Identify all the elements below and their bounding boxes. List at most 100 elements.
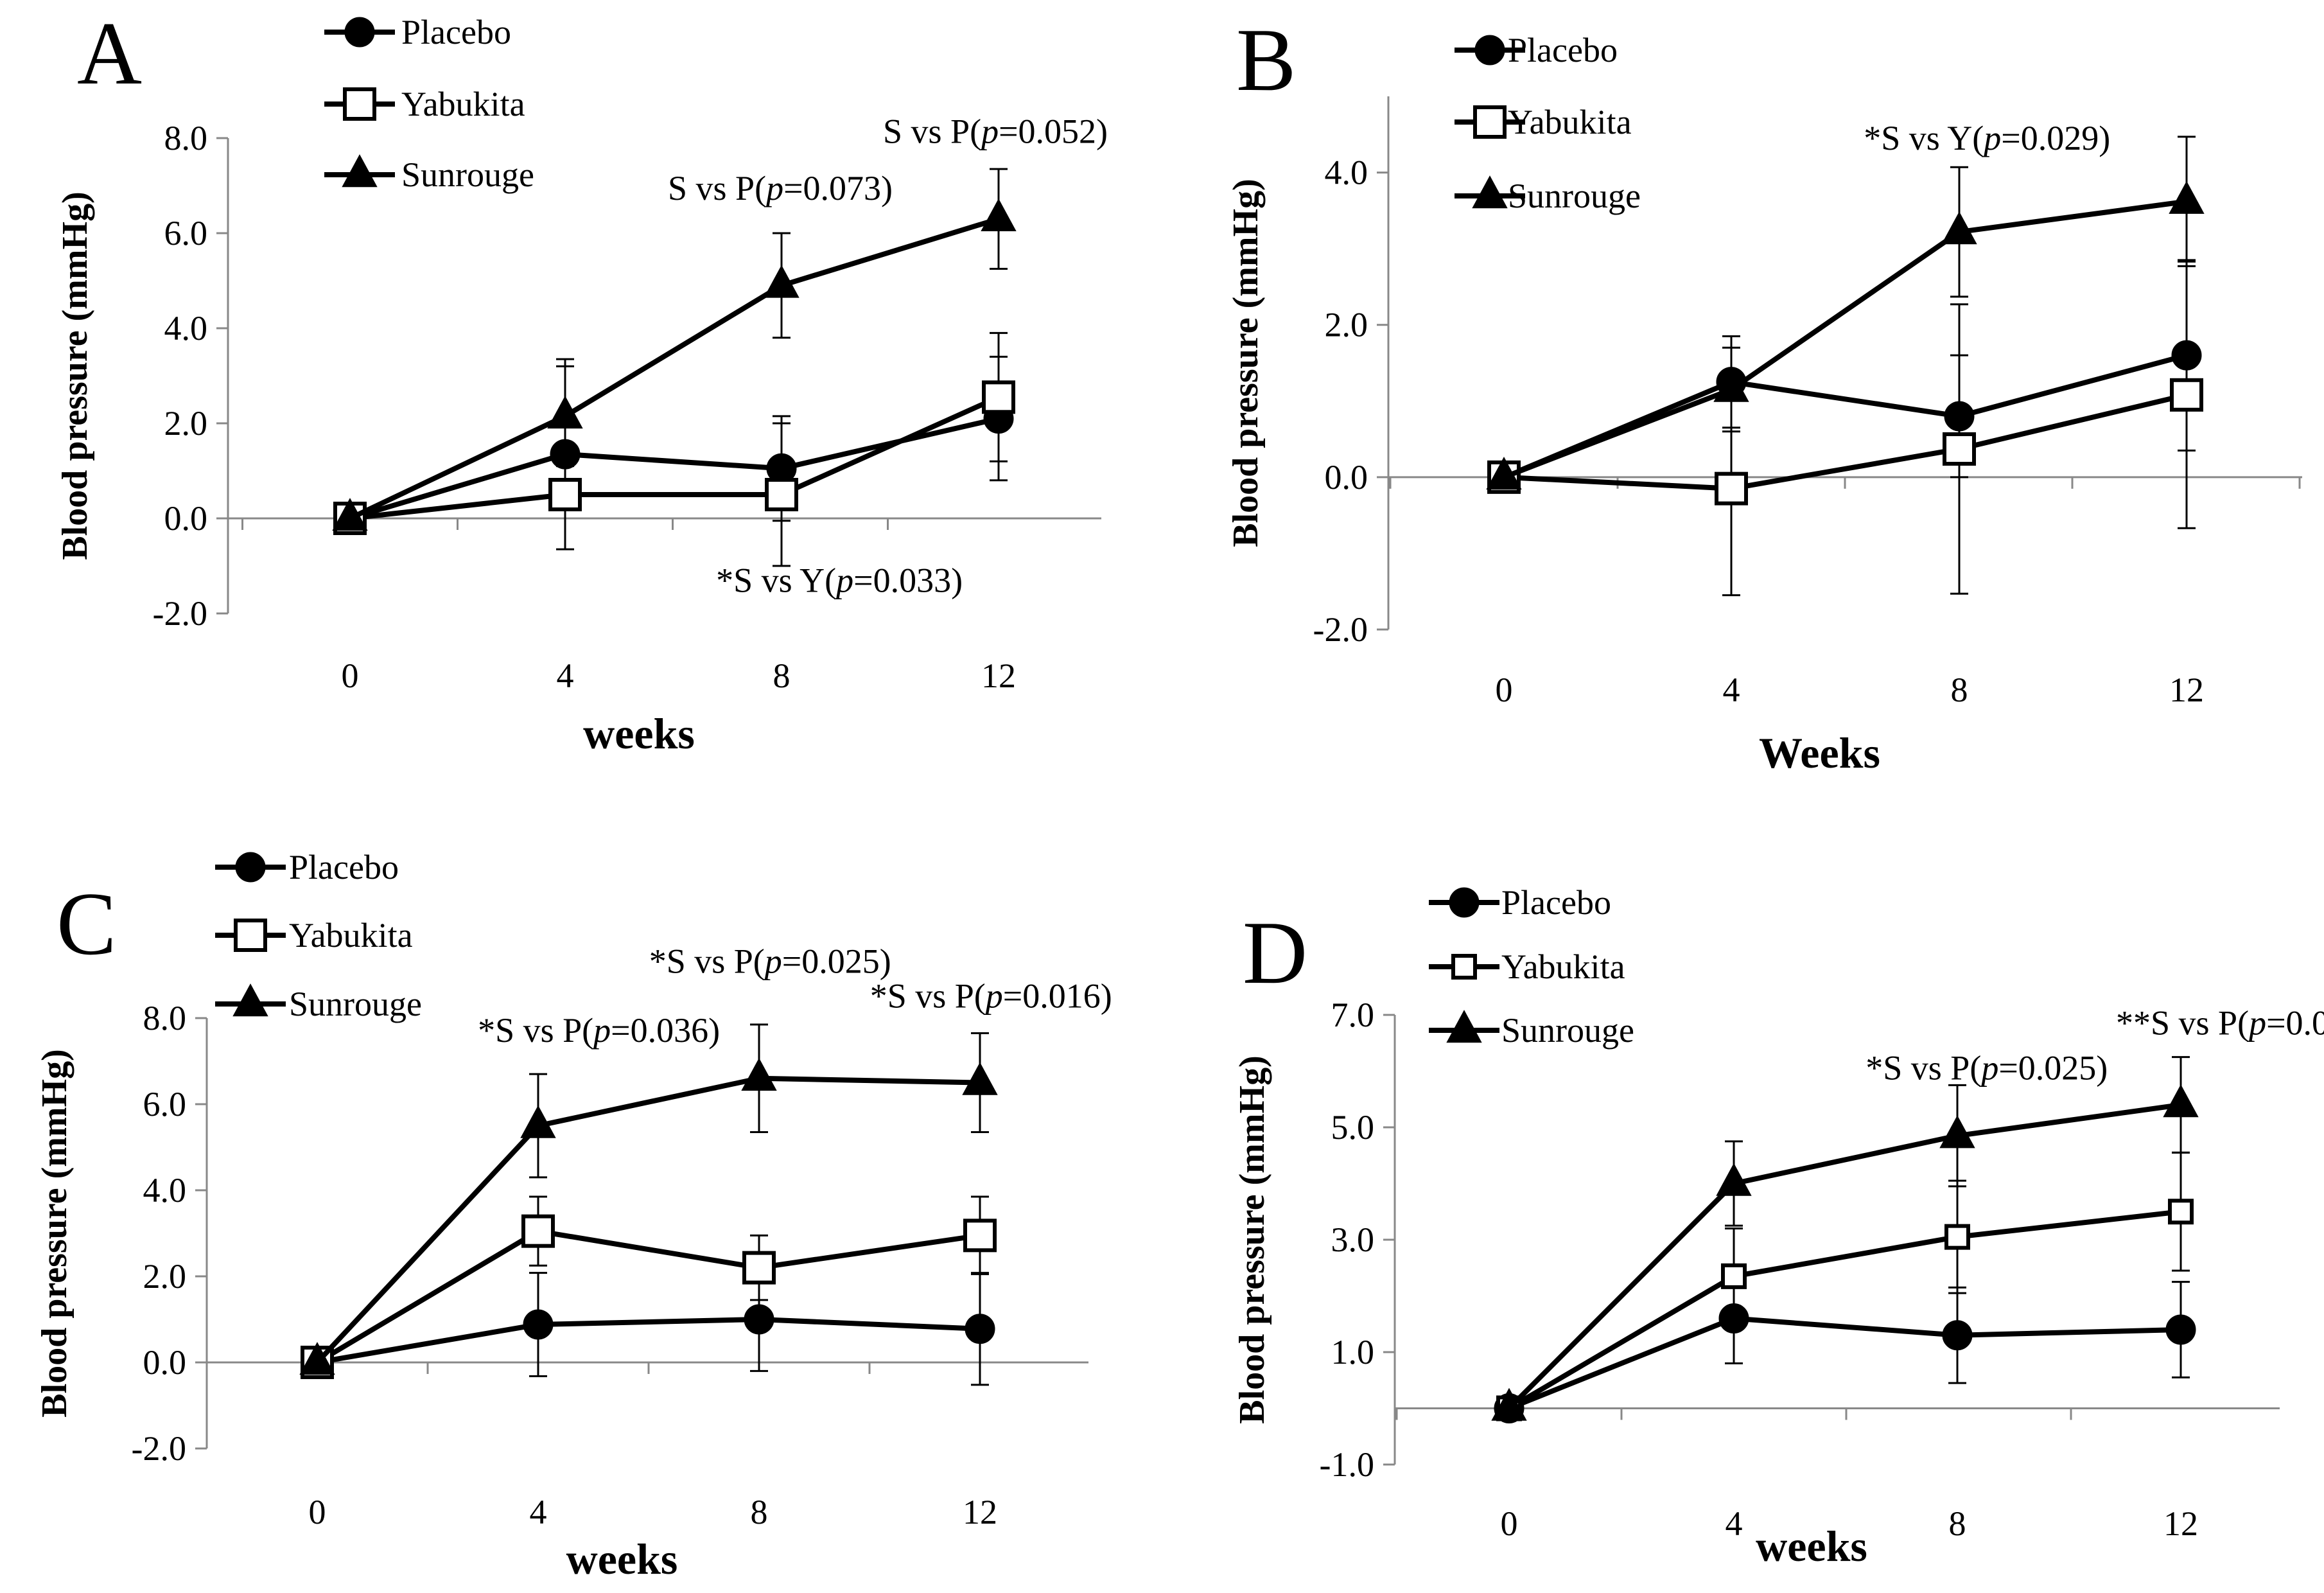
x-tick-label: 12 — [2163, 1504, 2198, 1543]
data-point — [299, 1342, 335, 1375]
legend-label: Sunrouge — [289, 985, 422, 1023]
legend-marker — [232, 983, 268, 1017]
data-point — [547, 396, 583, 429]
data-point — [521, 1214, 555, 1248]
y-tick-label: 6.0 — [164, 214, 208, 252]
annotation-part: *S vs Y( — [716, 561, 836, 600]
x-axis-label: weeks — [1756, 1522, 1867, 1571]
data-point — [1713, 369, 1749, 402]
annotation-part: **S vs P( — [2116, 1004, 2249, 1043]
data-point — [1944, 1224, 1970, 1250]
annotation-p-italic: p — [834, 561, 853, 600]
x-tick-label: 4 — [557, 656, 574, 695]
x-tick-label: 8 — [751, 1493, 768, 1531]
data-point — [2168, 1199, 2194, 1225]
legend-label: Sunrouge — [1501, 1011, 1634, 1050]
legend-marker — [1451, 954, 1477, 980]
panel-b: B -2.0 0.0 2.0 4.0 0 4 8 12 Blood pressure (mmHg)… — [1226, 10, 2302, 777]
legend-marker — [1446, 1010, 1482, 1043]
x-tick-label: 8 — [1949, 1504, 1966, 1543]
annotation-p-italic: p — [764, 169, 783, 207]
series-line — [1503, 353, 2188, 480]
y-tick-label: 8.0 — [143, 999, 187, 1037]
annotation-part: S vs P( — [668, 169, 766, 207]
annotation-part: *S vs P( — [478, 1011, 593, 1050]
series-line — [1507, 1209, 2181, 1411]
legend-label: Yabukita — [1508, 103, 1632, 141]
x-tick-label: 12 — [2169, 671, 2204, 709]
y-tick-label: 8.0 — [164, 119, 208, 157]
x-tick-label: 0 — [1501, 1504, 1518, 1543]
series-yabukita — [301, 1195, 997, 1379]
annotation-part: =0.073) — [783, 169, 893, 207]
x-axis-label: weeks — [566, 1535, 678, 1583]
annotation-p-italic: p — [762, 942, 782, 981]
data-point — [548, 478, 582, 511]
data-point — [2169, 180, 2205, 214]
annotation: *S vs P(p=0.016) — [870, 976, 1112, 1015]
y-tick-label: 7.0 — [1331, 996, 1375, 1034]
annotation-part: S vs P( — [883, 112, 981, 150]
series-line — [317, 1316, 981, 1365]
series-placebo — [335, 355, 1014, 550]
legend-marker — [1472, 175, 1508, 209]
x-tick-label: 8 — [773, 656, 791, 695]
legend-label: Sunrouge — [1508, 177, 1641, 215]
y-tick-label: 2.0 — [143, 1257, 187, 1296]
data-point — [1716, 1163, 1752, 1196]
data-point — [1943, 432, 1976, 466]
legend-label: Sunrouge — [401, 155, 534, 194]
annotation-part: *S vs Y( — [1864, 119, 1984, 157]
series-yabukita — [1496, 1151, 2194, 1421]
legend-marker — [342, 154, 378, 188]
data-point — [2170, 378, 2203, 412]
series-line — [315, 1228, 981, 1365]
panel-letter: B — [1236, 10, 1296, 110]
y-tick-label: 4.0 — [1325, 154, 1368, 192]
data-point — [965, 1314, 995, 1344]
series-line — [1503, 392, 2187, 491]
annotation-p-italic: p — [591, 1011, 611, 1050]
series-sunrouge — [299, 1023, 998, 1375]
legend-label: Yabukita — [289, 916, 413, 955]
x-tick-label: 0 — [342, 656, 359, 695]
y-axis-label: Blood pressure (mmHg) — [35, 1049, 74, 1417]
legend-label: Placebo — [401, 13, 511, 51]
x-tick-label: 12 — [981, 656, 1016, 695]
y-tick-label: -2.0 — [1313, 610, 1368, 649]
annotation-part: =0.029) — [2001, 119, 2110, 157]
data-point — [744, 1304, 774, 1335]
series-placebo — [1489, 259, 2202, 493]
annotation-p-italic: p — [2246, 1004, 2266, 1043]
x-tick-label: 12 — [963, 1493, 997, 1531]
data-point — [981, 198, 1017, 232]
y-axis-label: Blood pressure (mmHg) — [55, 191, 95, 559]
y-tick-label: 0.0 — [164, 499, 208, 538]
panel-letter: C — [57, 874, 116, 974]
data-point — [332, 498, 368, 531]
legend-label: Placebo — [1508, 31, 1618, 69]
series-yabukita — [1487, 260, 2203, 597]
series-line — [349, 394, 1000, 521]
x-tick-label: 4 — [1723, 671, 1740, 709]
annotation: *S vs P(p=0.025) — [1865, 1049, 2108, 1087]
legend-label: Placebo — [1501, 883, 1611, 922]
x-axis-label: weeks — [583, 709, 695, 758]
data-point — [1939, 1115, 1975, 1149]
data-point — [742, 1251, 776, 1285]
series-sunrouge — [1486, 136, 2205, 490]
y-tick-label: 0.0 — [1325, 458, 1368, 497]
y-axis-label: Blood pressure (mmHg) — [1226, 179, 1266, 547]
annotation-part: =0.025) — [782, 942, 891, 981]
y-tick-label: -2.0 — [153, 594, 207, 633]
y-tick-label: 2.0 — [1325, 306, 1368, 344]
y-tick-label: 3.0 — [1331, 1220, 1375, 1259]
panel-d: D -1.0 1.0 3.0 5.0 7.0 0 4 8 12 Blood pressure (mm… — [1232, 883, 2324, 1571]
x-tick-label: 8 — [1951, 671, 1968, 709]
legend-marker — [1449, 887, 1480, 918]
panel-letter: A — [77, 4, 142, 103]
annotation-p-italic: p — [1979, 1049, 1998, 1087]
annotation-part: *S vs P( — [870, 976, 986, 1015]
annotation-p-italic: p — [979, 112, 999, 150]
series-sunrouge — [1491, 1056, 2199, 1421]
